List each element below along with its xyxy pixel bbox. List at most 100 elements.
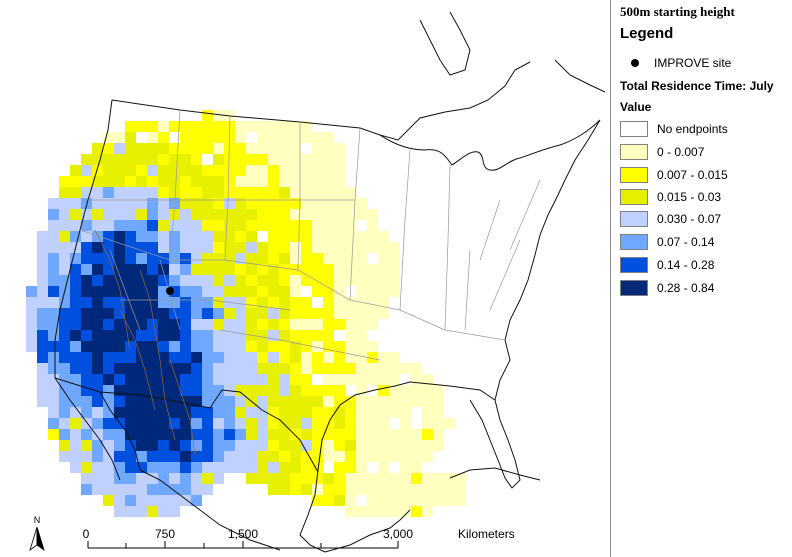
- grid-cell: [224, 264, 235, 275]
- grid-cell: [147, 451, 158, 462]
- grid-cell: [312, 154, 323, 165]
- grid-cell: [92, 165, 103, 176]
- grid-cell: [180, 396, 191, 407]
- grid-cell: [92, 341, 103, 352]
- us-mexico-border: [54, 377, 319, 473]
- legend-swatch: [620, 280, 648, 296]
- grid-cell: [202, 462, 213, 473]
- grid-cell: [257, 253, 268, 264]
- grid-cell: [158, 176, 169, 187]
- grid-cell: [367, 451, 378, 462]
- grid-cell: [356, 396, 367, 407]
- grid-cell: [290, 352, 301, 363]
- grid-cell: [235, 121, 246, 132]
- grid-cell: [169, 429, 180, 440]
- grid-cell: [136, 154, 147, 165]
- map-canvas[interactable]: 0 750 1,500 3,000 Kilometers N: [0, 0, 611, 557]
- grid-cell: [48, 198, 59, 209]
- grid-cell: [213, 319, 224, 330]
- grid-cell: [334, 187, 345, 198]
- grid-cell: [400, 429, 411, 440]
- grid-cell: [235, 418, 246, 429]
- grid-cell: [279, 374, 290, 385]
- grid-cell: [268, 264, 279, 275]
- grid-cell: [191, 264, 202, 275]
- grid-cell: [169, 297, 180, 308]
- grid-cell: [136, 187, 147, 198]
- grid-cell: [103, 154, 114, 165]
- grid-cell: [92, 352, 103, 363]
- grid-cell: [70, 220, 81, 231]
- grid-cell: [48, 297, 59, 308]
- grid-cell: [180, 242, 191, 253]
- grid-cell: [180, 473, 191, 484]
- grid-cell: [125, 154, 136, 165]
- grid-cell: [323, 352, 334, 363]
- grid-cell: [235, 264, 246, 275]
- grid-cell: [334, 264, 345, 275]
- grid-cell: [136, 385, 147, 396]
- grid-cell: [81, 220, 92, 231]
- grid-cell: [224, 242, 235, 253]
- grid-cell: [213, 363, 224, 374]
- improve-site-marker[interactable]: [166, 287, 174, 295]
- grid-cell: [92, 418, 103, 429]
- grid-cell: [48, 264, 59, 275]
- grid-cell: [312, 473, 323, 484]
- grid-cell: [26, 319, 37, 330]
- grid-cell: [268, 484, 279, 495]
- grid-cell: [191, 165, 202, 176]
- grid-cell: [356, 253, 367, 264]
- grid-cell: [180, 495, 191, 506]
- grid-cell: [213, 385, 224, 396]
- grid-cell: [147, 242, 158, 253]
- grid-cell: [246, 121, 257, 132]
- grid-cell: [125, 308, 136, 319]
- grid-cell: [125, 440, 136, 451]
- grid-cell: [323, 484, 334, 495]
- grid-cell: [213, 264, 224, 275]
- grid-cell: [235, 451, 246, 462]
- grid-cell: [202, 187, 213, 198]
- grid-cell: [356, 473, 367, 484]
- grid-cell: [279, 242, 290, 253]
- grid-cell: [323, 407, 334, 418]
- grid-cell: [81, 418, 92, 429]
- grid-cell: [389, 374, 400, 385]
- grid-cell: [114, 143, 125, 154]
- grid-cell: [213, 209, 224, 220]
- grid-cell: [48, 319, 59, 330]
- grid-cell: [323, 429, 334, 440]
- grid-cell: [202, 418, 213, 429]
- grid-cell: [114, 462, 125, 473]
- grid-cell: [70, 462, 81, 473]
- grid-cell: [213, 231, 224, 242]
- grid-cell: [290, 374, 301, 385]
- grid-cell: [246, 143, 257, 154]
- legend-swatch: [620, 234, 648, 250]
- grid-cell: [356, 484, 367, 495]
- grid-cell: [213, 440, 224, 451]
- grid-cell: [400, 363, 411, 374]
- grid-cell: [92, 187, 103, 198]
- grid-cell: [158, 440, 169, 451]
- grid-cell: [158, 407, 169, 418]
- grid-cell: [70, 308, 81, 319]
- grid-cell: [147, 363, 158, 374]
- grid-cell: [147, 473, 158, 484]
- grid-cell: [158, 330, 169, 341]
- grid-cell: [92, 462, 103, 473]
- grid-cell: [114, 418, 125, 429]
- grid-cell: [191, 374, 202, 385]
- grid-cell: [103, 374, 114, 385]
- grid-cell: [158, 506, 169, 517]
- grid-cell: [48, 253, 59, 264]
- map-frame[interactable]: 0 750 1,500 3,000 Kilometers N: [0, 0, 611, 557]
- grid-cell: [191, 253, 202, 264]
- grid-cell: [125, 473, 136, 484]
- grid-cell: [378, 308, 389, 319]
- grid-cell: [246, 154, 257, 165]
- grid-cell: [213, 165, 224, 176]
- grid-cell: [92, 407, 103, 418]
- grid-cell: [114, 242, 125, 253]
